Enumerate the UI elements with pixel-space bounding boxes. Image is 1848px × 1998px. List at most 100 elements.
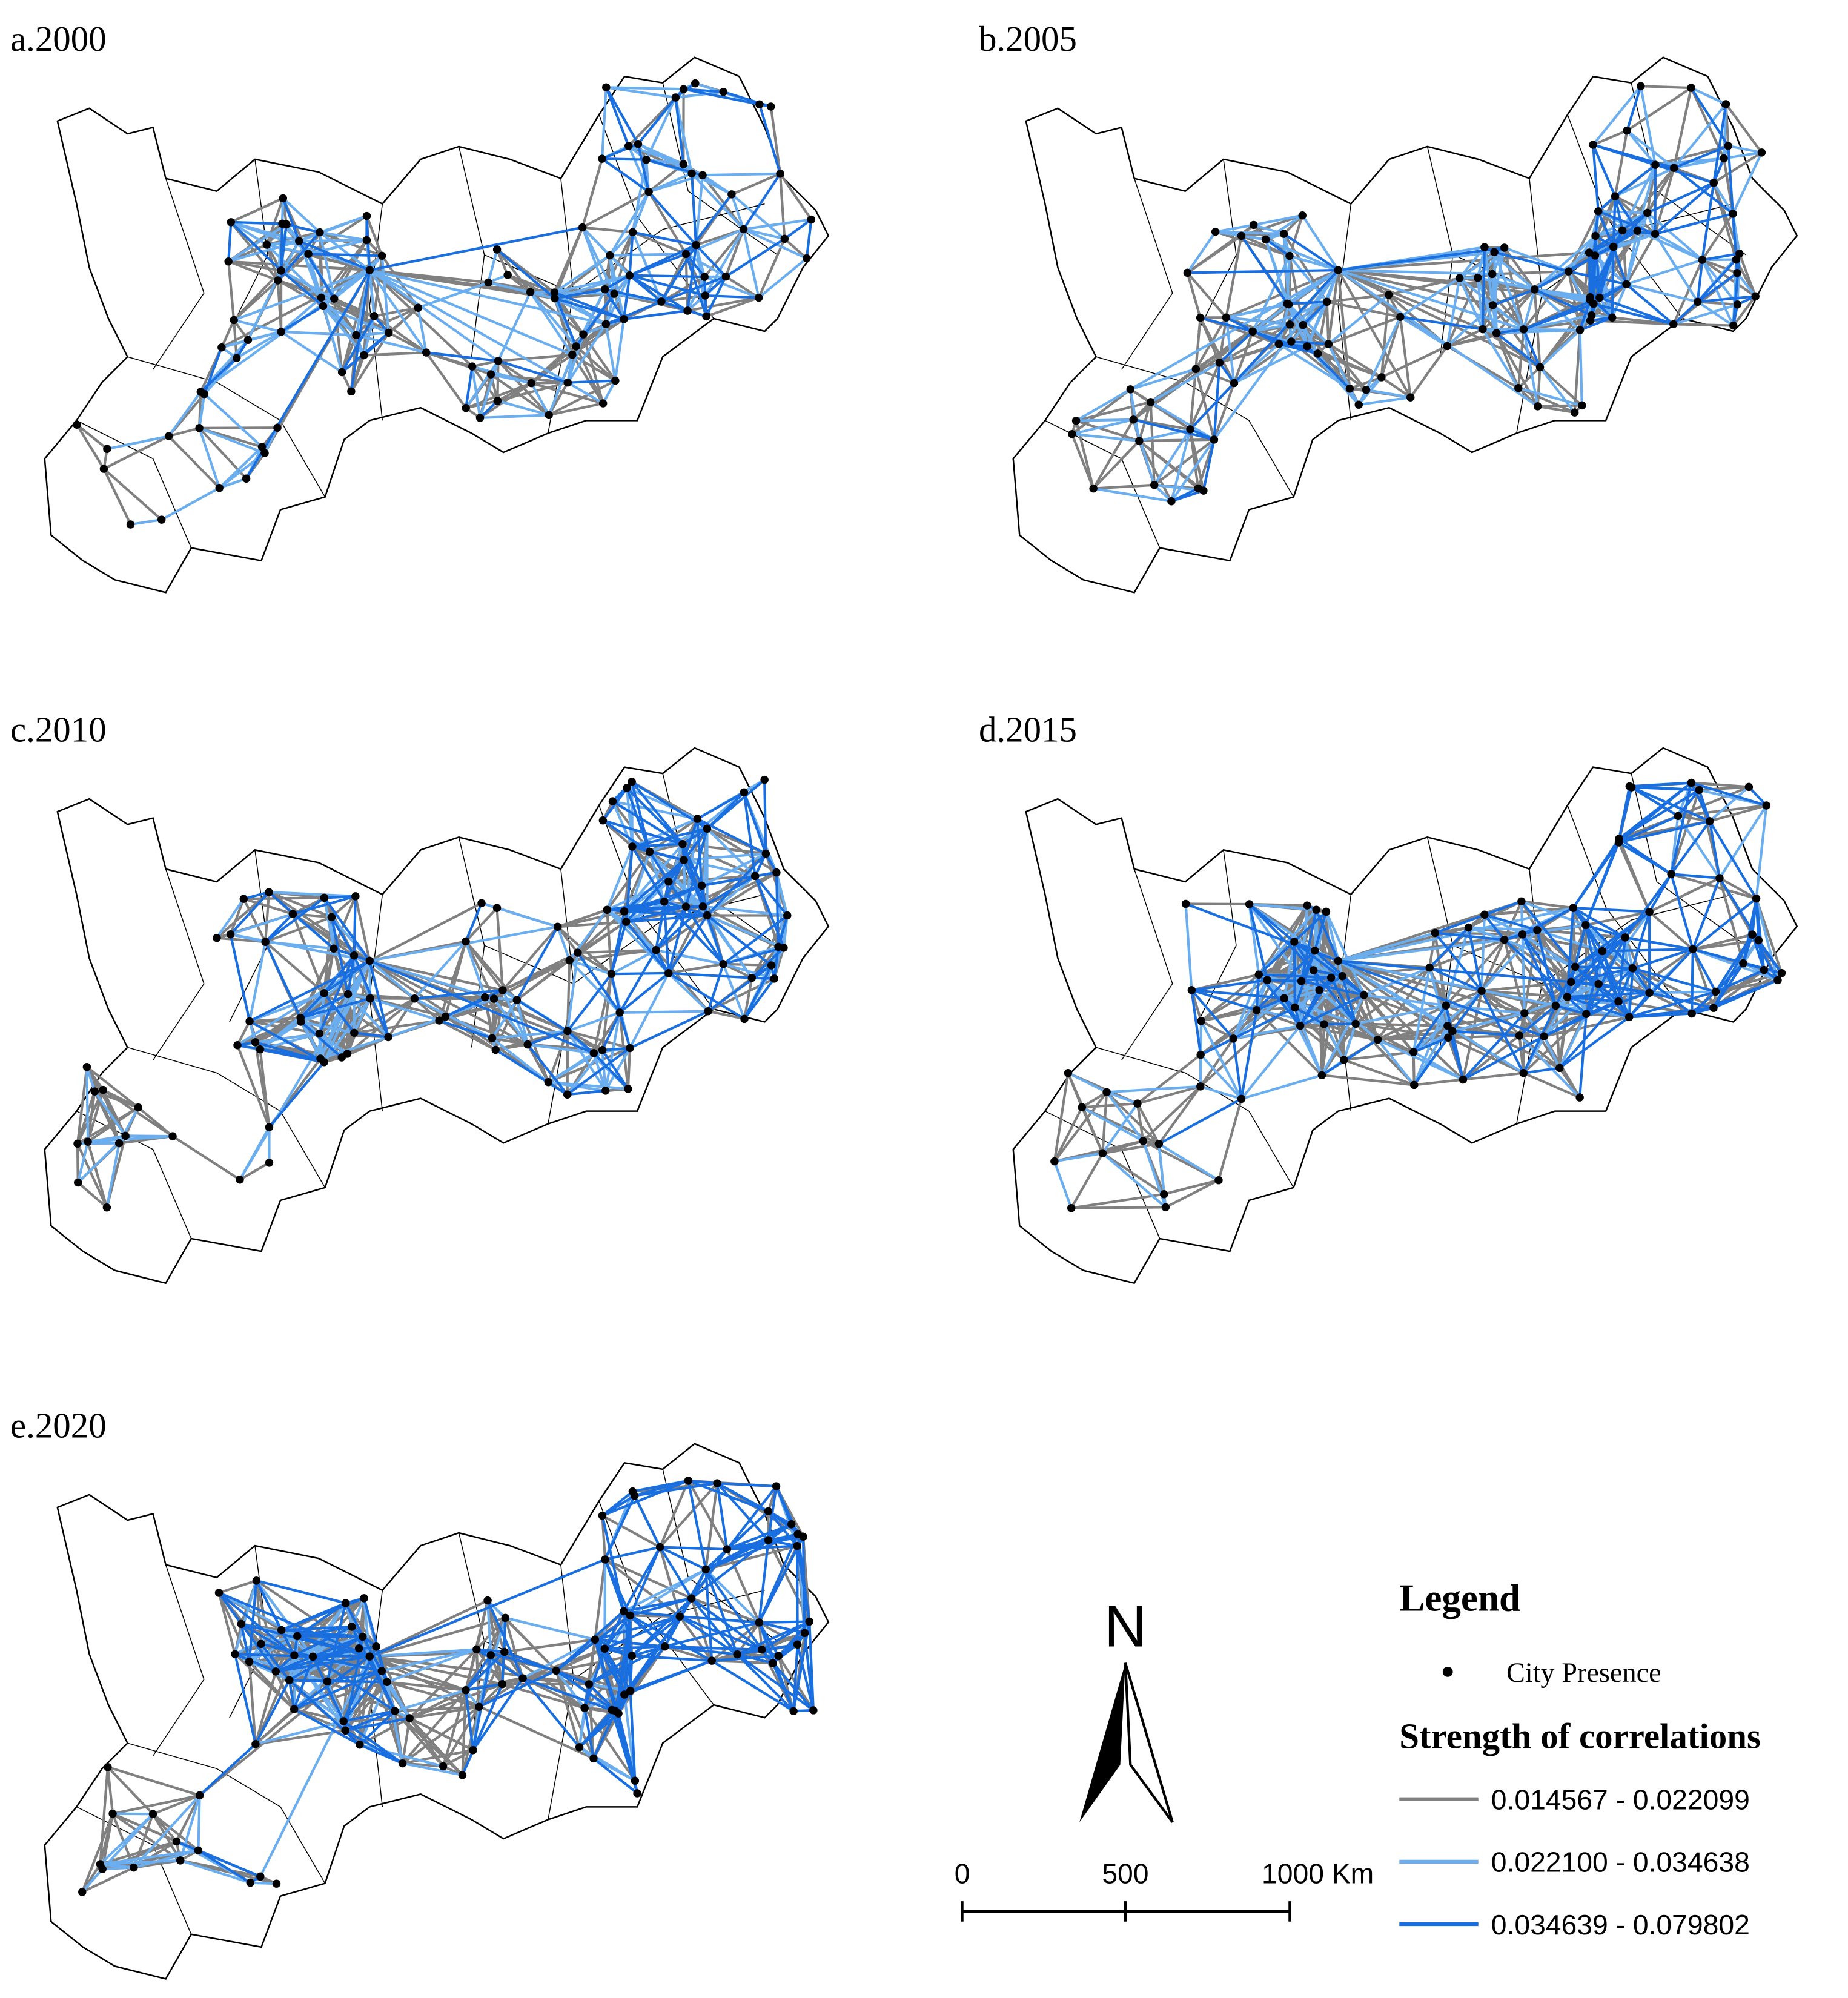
city <box>624 1085 632 1093</box>
city <box>195 1791 204 1800</box>
correlation-link <box>1522 907 1574 936</box>
correlation-link <box>1648 911 1694 950</box>
correlation-link <box>1446 304 1494 347</box>
city <box>1150 481 1159 489</box>
correlation-link <box>1320 994 1365 1076</box>
correlation-link <box>1218 330 1254 364</box>
correlation-link <box>1248 903 1296 943</box>
city <box>1362 385 1371 394</box>
correlation-link <box>1708 820 1758 899</box>
legend-class-label: 0.022100 - 0.034638 <box>1491 1847 1750 1878</box>
correlation-link <box>1102 1152 1167 1208</box>
city <box>610 289 618 298</box>
correlation-link <box>478 1669 557 1709</box>
region-boundary <box>152 178 205 370</box>
correlation-link <box>402 1705 480 1765</box>
city <box>304 250 313 258</box>
correlation-link <box>1400 316 1483 331</box>
correlation-link <box>1362 994 1379 1040</box>
correlation-link <box>607 905 686 911</box>
correlation-link <box>81 1866 134 1893</box>
city <box>764 1536 773 1544</box>
correlation-link <box>417 281 489 309</box>
correlation-link <box>471 366 482 418</box>
city <box>713 1479 721 1487</box>
city <box>126 520 135 529</box>
city <box>1729 321 1738 330</box>
correlation-link <box>438 941 468 1021</box>
correlation-link <box>1599 296 1674 326</box>
correlation-link <box>1673 167 1734 215</box>
correlation-link <box>668 962 724 974</box>
correlation-link <box>1691 878 1721 950</box>
correlation-link <box>1625 230 1639 285</box>
legend-city-dot <box>1442 1666 1453 1677</box>
correlation-link <box>567 1089 606 1096</box>
city <box>285 1676 294 1684</box>
correlation-link <box>318 993 326 1034</box>
correlation-link <box>319 1032 348 1055</box>
correlation-link <box>631 781 651 852</box>
correlation-link <box>1380 294 1390 378</box>
city <box>213 933 221 942</box>
city <box>1594 207 1603 216</box>
correlation-link <box>700 885 709 916</box>
city <box>1480 910 1489 919</box>
correlation-link <box>1092 418 1135 489</box>
correlation-link <box>359 1710 396 1746</box>
correlation-link <box>322 305 389 334</box>
correlation-link <box>1521 900 1574 910</box>
correlation-link <box>758 257 808 299</box>
city <box>494 357 503 365</box>
correlation-link <box>1337 269 1538 408</box>
correlation-link <box>348 993 415 1000</box>
correlation-link <box>1136 1053 1202 1105</box>
correlation-link <box>1625 233 1657 285</box>
correlation-link <box>1697 271 1738 303</box>
legend: Legend City Presence Strength of correla… <box>1399 1576 1761 1940</box>
city <box>783 911 792 920</box>
city <box>678 839 687 848</box>
city <box>1752 894 1761 903</box>
correlation-link <box>368 959 416 1000</box>
city <box>343 1050 352 1058</box>
arrow-right <box>1124 1662 1174 1823</box>
correlation-link <box>230 221 282 272</box>
city <box>621 918 631 926</box>
city <box>484 278 492 287</box>
correlation-link <box>312 1655 396 1712</box>
city <box>1406 393 1415 402</box>
city <box>793 1541 801 1550</box>
city <box>760 775 769 784</box>
city <box>98 1865 107 1873</box>
correlation-link <box>230 220 300 243</box>
city <box>544 1078 553 1087</box>
correlation-link <box>217 1592 237 1655</box>
city <box>330 294 339 303</box>
correlation-link <box>1585 910 1650 927</box>
city <box>1455 274 1464 282</box>
correlation-link <box>604 293 616 325</box>
city <box>1589 141 1597 149</box>
correlation-link <box>220 319 236 348</box>
correlation-link <box>687 1480 729 1550</box>
city <box>252 1576 261 1585</box>
correlation-link <box>629 1656 634 1691</box>
correlation-link <box>1070 1153 1104 1209</box>
correlation-link <box>663 901 670 973</box>
city <box>410 994 419 1003</box>
correlation-link <box>1537 405 1575 414</box>
correlation-link <box>1186 231 1217 274</box>
correlation-link <box>1081 1091 1108 1109</box>
city <box>1645 988 1654 997</box>
correlation-link <box>566 1030 603 1051</box>
correlation-link <box>365 215 383 257</box>
correlation-link <box>631 191 651 233</box>
correlation-link <box>1699 786 1749 792</box>
city <box>623 784 631 792</box>
correlation-link <box>629 1546 661 1616</box>
city <box>679 160 688 168</box>
correlation-link <box>1053 1091 1108 1162</box>
correlation-link <box>1649 991 1714 1010</box>
correlation-link <box>1579 316 1613 331</box>
